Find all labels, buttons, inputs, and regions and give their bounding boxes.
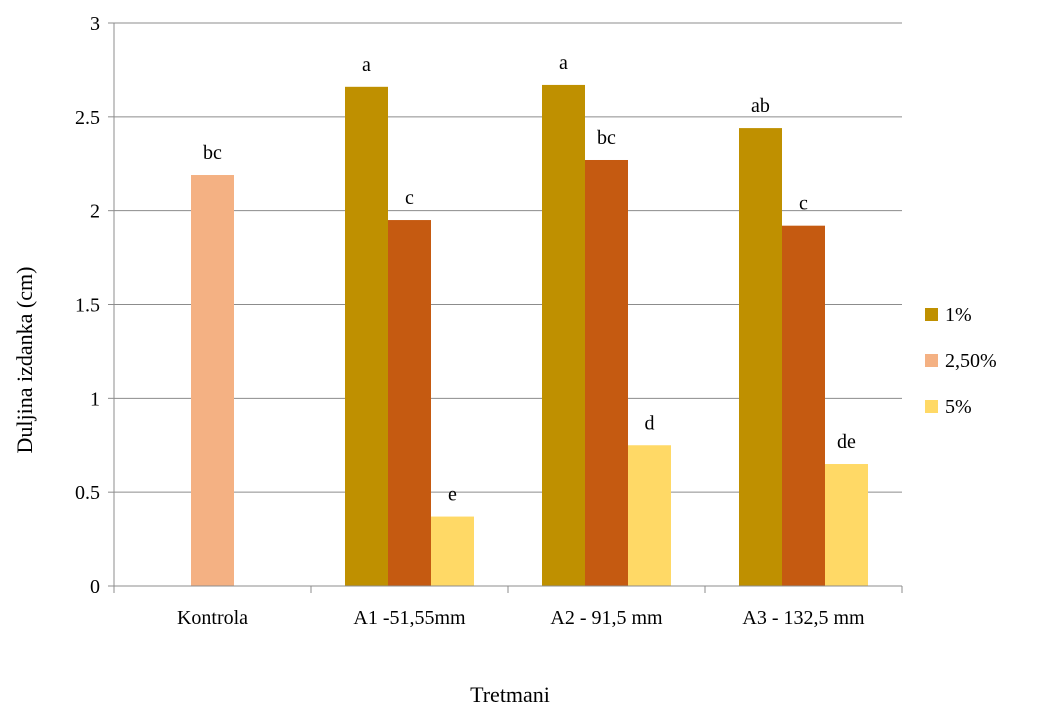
y-tick-label: 0 xyxy=(90,576,100,598)
x-tick-label: A1 -51,55mm xyxy=(353,607,466,629)
x-axis-title: Tretmani xyxy=(470,682,550,707)
bar-labels: a a ab bc e d de c bc c xyxy=(203,52,856,506)
x-tick-labels: Kontrola A1 -51,55mm A2 - 91,5 mm A3 - 132,… xyxy=(177,607,865,629)
y-tick-labels: 0 0.5 1 1.5 2 2.5 3 xyxy=(75,13,100,598)
axes xyxy=(108,22,903,593)
y-axis-title: Duljina izdanka (cm) xyxy=(12,267,37,454)
bar-data-label: ab xyxy=(751,95,770,117)
bar xyxy=(825,464,868,586)
bar xyxy=(585,159,628,586)
legend-swatch xyxy=(925,400,938,413)
bar xyxy=(388,220,431,587)
y-tick-label: 0.5 xyxy=(75,482,100,504)
y-tick-label: 2.5 xyxy=(75,107,100,129)
bar xyxy=(345,86,388,586)
legend-label: 1% xyxy=(945,304,972,326)
legend-label: 2,50% xyxy=(945,350,997,372)
bar xyxy=(628,445,671,586)
bar-data-label: c xyxy=(799,193,808,215)
bar xyxy=(782,225,825,586)
bar xyxy=(431,516,474,586)
bar-data-label: e xyxy=(448,484,457,506)
bar-data-label: bc xyxy=(203,142,222,164)
bar-data-label: a xyxy=(362,54,371,76)
bar xyxy=(191,175,234,586)
y-tick-label: 1.5 xyxy=(75,295,100,317)
legend-swatch xyxy=(925,354,938,367)
bar xyxy=(542,84,585,587)
y-tick-label: 3 xyxy=(90,13,100,35)
bar-data-label: bc xyxy=(597,127,616,149)
x-tick-label: A2 - 91,5 mm xyxy=(550,607,663,629)
bar-data-label: d xyxy=(645,412,655,434)
legend: 1% 2,50% 5% xyxy=(925,304,997,418)
bar xyxy=(739,128,782,587)
y-tick-label: 1 xyxy=(90,388,100,410)
x-tick-label: A3 - 132,5 mm xyxy=(742,607,865,629)
legend-label: 5% xyxy=(945,396,972,418)
bar-data-label: c xyxy=(405,187,414,209)
y-tick-label: 2 xyxy=(90,201,100,223)
legend-swatch xyxy=(925,308,938,321)
bar-data-label: a xyxy=(559,52,568,74)
x-tick-label: Kontrola xyxy=(177,607,248,629)
bar-data-label: de xyxy=(837,431,856,453)
bars xyxy=(191,84,868,587)
